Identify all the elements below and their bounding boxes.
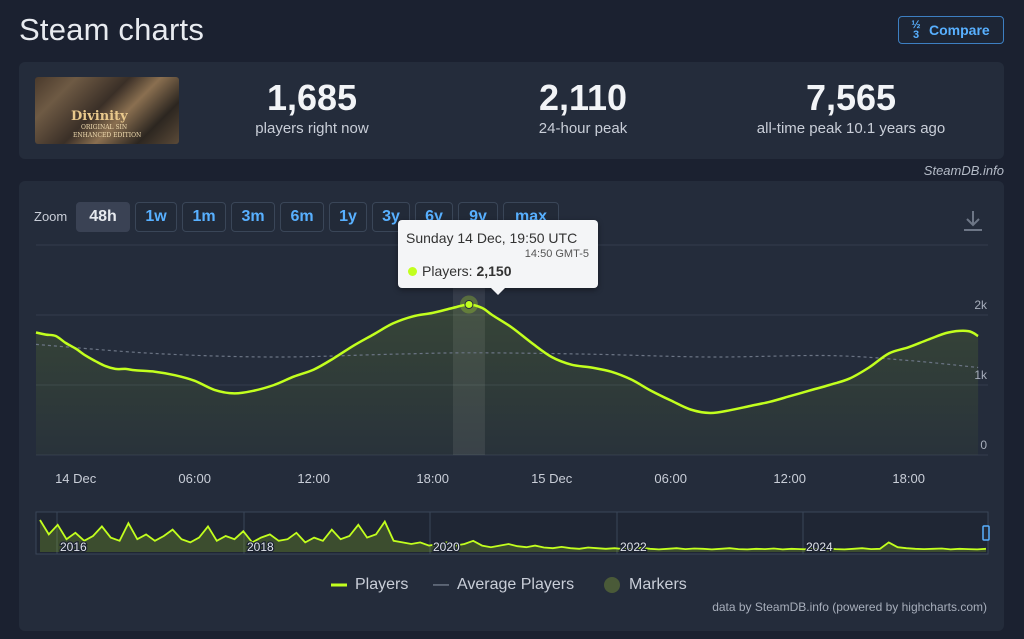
compare-label: Compare (929, 22, 990, 38)
alltime-peak-label: all-time peak 10.1 years ago (756, 120, 946, 137)
game-logo-subtitle: ORIGINAL SIN (81, 124, 128, 131)
tooltip-date: Sunday 14 Dec, 19:50 UTC (406, 230, 578, 246)
legend-markers-label: Markers (629, 576, 687, 593)
game-logo-title: Divinity (71, 109, 128, 124)
page-title: Steam charts (19, 12, 205, 47)
zoom-6m-button[interactable]: 6m (280, 202, 324, 232)
tooltip-value-row: Players: 2,150 (408, 263, 512, 279)
markers-legend-swatch (604, 577, 620, 593)
tooltip-arrow (491, 288, 505, 295)
players-dot-icon (408, 267, 417, 276)
game-logo-edition: ENHANCED EDITION (73, 132, 142, 139)
legend-item-markers[interactable]: Markers (603, 575, 687, 595)
zoom-1m-button[interactable]: 1m (182, 202, 226, 232)
legend-item-average[interactable]: Average Players (433, 575, 574, 595)
stats-card: Divinity ORIGINAL SIN ENHANCED EDITION 1… (19, 62, 1004, 159)
alltime-peak-value: 7,565 (805, 77, 897, 118)
players-now-value: 1,685 (266, 77, 358, 118)
highcharts-credit[interactable]: data by SteamDB.info (powered by highcha… (712, 600, 987, 614)
zoom-label: Zoom (34, 209, 68, 224)
legend-item-players[interactable]: Players (331, 575, 408, 595)
stat-24h-peak: 2,110 24-hour peak (503, 77, 663, 138)
download-icon[interactable] (962, 209, 984, 233)
tooltip-series-label: Players: (422, 263, 477, 279)
peak-24h-label: 24-hour peak (538, 120, 628, 137)
players-now-label: players right now (255, 120, 369, 137)
tooltip-local-time: 14:50 GMT-5 (524, 248, 589, 260)
stat-players-now: 1,685 players right now (232, 77, 392, 138)
zoom-1y-button[interactable]: 1y (329, 202, 367, 232)
zoom-1w-button[interactable]: 1w (135, 202, 177, 232)
game-cover-image[interactable]: Divinity ORIGINAL SIN ENHANCED EDITION (35, 77, 179, 144)
tooltip-value: 2,150 (476, 263, 512, 279)
legend-players-label: Players (355, 576, 409, 593)
peak-24h-value: 2,110 (538, 77, 628, 118)
zoom-3m-button[interactable]: 3m (231, 202, 275, 232)
zoom-48h-button[interactable]: 48h (76, 202, 130, 232)
chart-tooltip: Sunday 14 Dec, 19:50 UTC 14:50 GMT-5 Pla… (398, 220, 598, 295)
players-legend-swatch (331, 583, 347, 587)
stat-alltime-peak: 7,565 all-time peak 10.1 years ago (741, 77, 961, 138)
legend-average-label: Average Players (457, 576, 575, 593)
steamdb-credit-link[interactable]: SteamDB.info (923, 163, 1004, 178)
average-legend-swatch (433, 584, 449, 586)
